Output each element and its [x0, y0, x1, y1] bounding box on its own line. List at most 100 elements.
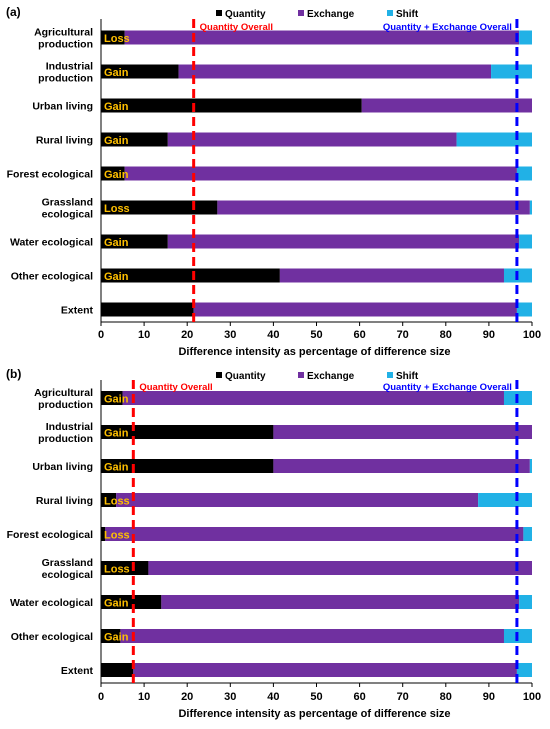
bar-quantity [101, 30, 125, 45]
bar-exchange [273, 425, 532, 439]
x-tick-label: 100 [523, 329, 541, 341]
bar-label: Gain [104, 101, 129, 113]
x-tick-label: 70 [397, 691, 409, 703]
bar-exchange [124, 30, 520, 45]
bar-label: Gain [104, 169, 129, 181]
x-tick-label: 90 [483, 691, 495, 703]
legend-swatch-exchange [298, 10, 304, 16]
bar-exchange [273, 459, 530, 473]
category-label: Forest ecological [7, 169, 93, 181]
bar-quantity [101, 561, 149, 575]
bar-exchange [178, 64, 492, 79]
bar-label: Loss [104, 203, 130, 215]
x-tick-label: 100 [523, 691, 541, 703]
bar-shift [519, 234, 532, 249]
x-tick-label: 80 [440, 329, 452, 341]
bar-label: Loss [104, 530, 130, 542]
bar-label: Gain [104, 237, 129, 249]
legend-label-quantity: Quantity [225, 371, 266, 382]
quantity-exchange-overall-label: Quantity + Exchange Overall [383, 382, 512, 393]
category-label: Agricultural production [34, 387, 93, 411]
x-tick-label: 10 [138, 691, 150, 703]
bar-quantity [101, 132, 168, 147]
bar-label: Gain [104, 598, 129, 610]
bar-exchange [133, 663, 517, 677]
bar-label: Gain [104, 394, 129, 406]
legend-label-shift: Shift [396, 371, 419, 382]
bar-exchange [122, 391, 504, 405]
bar-exchange [217, 200, 530, 215]
bar-quantity [101, 200, 218, 215]
bar-shift [456, 132, 532, 147]
bar-label: Gain [104, 632, 129, 644]
quantity-exchange-overall-label: Quantity + Exchange Overall [383, 22, 512, 33]
category-label: Water ecological [10, 237, 93, 249]
category-label: Extent [61, 305, 94, 317]
category-label: Grassland ecological [42, 197, 93, 221]
panel-label: (b) [6, 367, 21, 381]
x-tick-label: 10 [138, 329, 150, 341]
bar-exchange [105, 527, 524, 541]
category-label: Industrial production [38, 61, 93, 85]
bar-label: Gain [104, 67, 129, 79]
category-label: Rural living [36, 135, 93, 147]
bar-shift [523, 527, 532, 541]
legend-swatch-quantity [216, 372, 222, 378]
bar-exchange [124, 166, 517, 181]
legend-swatch-quantity [216, 10, 222, 16]
x-tick-label: 0 [98, 691, 104, 703]
bar-exchange [279, 268, 504, 283]
bar-exchange [361, 98, 532, 113]
category-label: Water ecological [10, 597, 93, 609]
legend-swatch-shift [387, 10, 393, 16]
bar-label: Loss [104, 564, 130, 576]
bar-exchange [120, 629, 504, 643]
x-tick-label: 80 [440, 691, 452, 703]
bar-quantity [101, 493, 117, 507]
legend-swatch-shift [387, 372, 393, 378]
x-tick-label: 40 [267, 329, 279, 341]
panel-label: (a) [6, 5, 21, 19]
bar-exchange [161, 595, 520, 609]
legend-label-quantity: Quantity [225, 9, 266, 20]
category-label: Agricultural production [34, 27, 93, 51]
bar-label: Loss [104, 496, 130, 508]
chart-panel-b: (b) Quantity Exchange Shift Gain Agricultural… [6, 367, 541, 720]
category-label: Urban living [32, 101, 93, 113]
x-tick-label: 60 [353, 691, 365, 703]
bar-label: Gain [104, 271, 129, 283]
legend-label-exchange: Exchange [307, 9, 355, 20]
x-tick-label: 20 [181, 329, 193, 341]
x-axis-label: Difference intensity as percentage of di… [178, 708, 450, 720]
bar-label: Gain [104, 428, 129, 440]
x-tick-label: 40 [267, 691, 279, 703]
bar-exchange [116, 493, 479, 507]
bar-quantity [101, 64, 179, 79]
bar-label: Gain [104, 135, 129, 147]
legend-swatch-exchange [298, 372, 304, 378]
bar-shift [519, 30, 532, 45]
x-tick-label: 0 [98, 329, 104, 341]
quantity-overall-label: Quantity Overall [139, 382, 212, 393]
category-label: Forest ecological [7, 529, 93, 541]
x-tick-label: 20 [181, 691, 193, 703]
bar-exchange [167, 132, 457, 147]
bar-quantity [101, 595, 162, 609]
bar-quantity [101, 98, 362, 113]
bar-quantity [101, 302, 194, 317]
bar-quantity [101, 234, 168, 249]
bar-quantity [101, 425, 274, 439]
category-label: Urban living [32, 461, 93, 473]
category-label: Rural living [36, 495, 93, 507]
category-label: Grassland ecological [42, 557, 93, 581]
legend-label-exchange: Exchange [307, 371, 355, 382]
bar-shift [516, 663, 532, 677]
bar-quantity [101, 629, 121, 643]
x-tick-label: 50 [310, 329, 322, 341]
bar-shift [529, 459, 532, 473]
bar-shift [519, 595, 532, 609]
bar-shift [516, 166, 532, 181]
bar-quantity [101, 391, 123, 405]
